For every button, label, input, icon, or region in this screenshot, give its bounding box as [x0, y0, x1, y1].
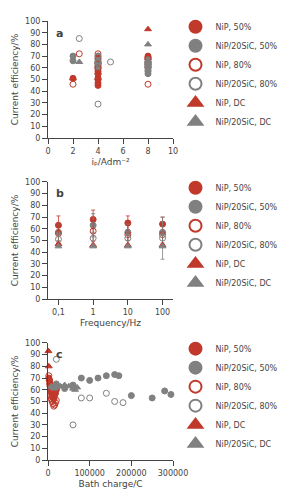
svg-text:Current efficiency/%: Current efficiency/%: [10, 194, 20, 286]
svg-text:30: 30: [30, 260, 40, 269]
svg-text:NiP, 80%: NiP, 80%: [216, 222, 252, 231]
svg-text:NiP/20SiC, 80%: NiP/20SiC, 80%: [216, 241, 278, 250]
svg-text:100: 100: [25, 17, 40, 26]
svg-text:80: 80: [30, 201, 40, 210]
svg-text:8: 8: [145, 147, 150, 156]
svg-text:NiP, 50%: NiP, 50%: [216, 345, 252, 354]
svg-text:90: 90: [30, 189, 40, 198]
svg-text:0: 0: [45, 469, 50, 478]
svg-text:100: 100: [25, 339, 40, 348]
svg-text:NiP/20SiC, DC: NiP/20SiC, DC: [216, 440, 272, 449]
svg-text:40: 40: [30, 409, 40, 418]
svg-text:NiP, 50%: NiP, 50%: [216, 184, 252, 193]
svg-text:Current efficiency/%: Current efficiency/%: [10, 33, 20, 125]
svg-text:80: 80: [30, 40, 40, 49]
svg-text:NiP/20SiC, 50%: NiP/20SiC, 50%: [216, 203, 278, 212]
svg-text:b: b: [56, 187, 64, 200]
svg-text:60: 60: [30, 225, 40, 234]
svg-text:10: 10: [123, 308, 133, 317]
svg-text:NiP/20SiC, DC: NiP/20SiC, DC: [216, 279, 272, 288]
svg-text:30: 30: [30, 99, 40, 108]
svg-text:0: 0: [35, 295, 40, 304]
svg-text:0: 0: [35, 456, 40, 465]
svg-text:NiP/20SiC, 80%: NiP/20SiC, 80%: [216, 402, 278, 411]
svg-text:10: 10: [30, 444, 40, 453]
svg-text:300000: 300000: [158, 469, 189, 478]
svg-text:NiP, DC: NiP, DC: [216, 421, 246, 430]
svg-text:NiP, DC: NiP, DC: [216, 99, 246, 108]
svg-text:90: 90: [30, 29, 40, 38]
svg-text:50: 50: [30, 236, 40, 245]
svg-text:NiP/20SiC, 50%: NiP/20SiC, 50%: [216, 364, 278, 373]
svg-text:60: 60: [30, 386, 40, 395]
svg-text:100: 100: [155, 308, 170, 317]
svg-text:0: 0: [45, 147, 50, 156]
svg-text:1: 1: [91, 308, 96, 317]
svg-text:10: 10: [30, 283, 40, 292]
svg-text:60: 60: [30, 64, 40, 73]
svg-text:100: 100: [25, 178, 40, 187]
svg-text:200000: 200000: [116, 469, 147, 478]
svg-text:NiP/20SiC, 50%: NiP/20SiC, 50%: [216, 42, 278, 51]
svg-text:40: 40: [30, 248, 40, 257]
svg-text:50: 50: [30, 75, 40, 84]
svg-text:a: a: [56, 27, 63, 40]
svg-text:20: 20: [30, 110, 40, 119]
svg-text:Frequency/Hz: Frequency/Hz: [80, 318, 141, 328]
svg-text:80: 80: [30, 362, 40, 371]
svg-text:NiP/20SiC, DC: NiP/20SiC, DC: [216, 118, 272, 127]
svg-text:90: 90: [30, 350, 40, 359]
svg-text:c: c: [56, 348, 63, 361]
svg-text:NiP, DC: NiP, DC: [216, 260, 246, 269]
svg-text:0,1: 0,1: [52, 308, 65, 317]
svg-text:6: 6: [120, 147, 125, 156]
svg-text:10: 10: [30, 122, 40, 131]
svg-text:iₚ/Adm⁻²: iₚ/Adm⁻²: [91, 157, 130, 167]
svg-text:100000: 100000: [74, 469, 105, 478]
svg-text:0: 0: [35, 134, 40, 143]
svg-text:Bath charge/C: Bath charge/C: [78, 479, 142, 489]
svg-text:NiP/20SiC, 80%: NiP/20SiC, 80%: [216, 80, 278, 89]
svg-text:2: 2: [70, 147, 75, 156]
svg-text:20: 20: [30, 432, 40, 441]
svg-text:4: 4: [95, 147, 100, 156]
svg-text:20: 20: [30, 271, 40, 280]
svg-text:30: 30: [30, 421, 40, 430]
svg-text:10: 10: [168, 147, 178, 156]
svg-text:Current efficiency/%: Current efficiency/%: [10, 355, 20, 447]
svg-text:70: 70: [30, 213, 40, 222]
svg-text:70: 70: [30, 52, 40, 61]
svg-text:NiP, 80%: NiP, 80%: [216, 383, 252, 392]
svg-text:NiP, 50%: NiP, 50%: [216, 23, 252, 32]
svg-text:40: 40: [30, 87, 40, 96]
svg-text:50: 50: [30, 397, 40, 406]
svg-text:70: 70: [30, 374, 40, 383]
svg-text:NiP, 80%: NiP, 80%: [216, 61, 252, 70]
